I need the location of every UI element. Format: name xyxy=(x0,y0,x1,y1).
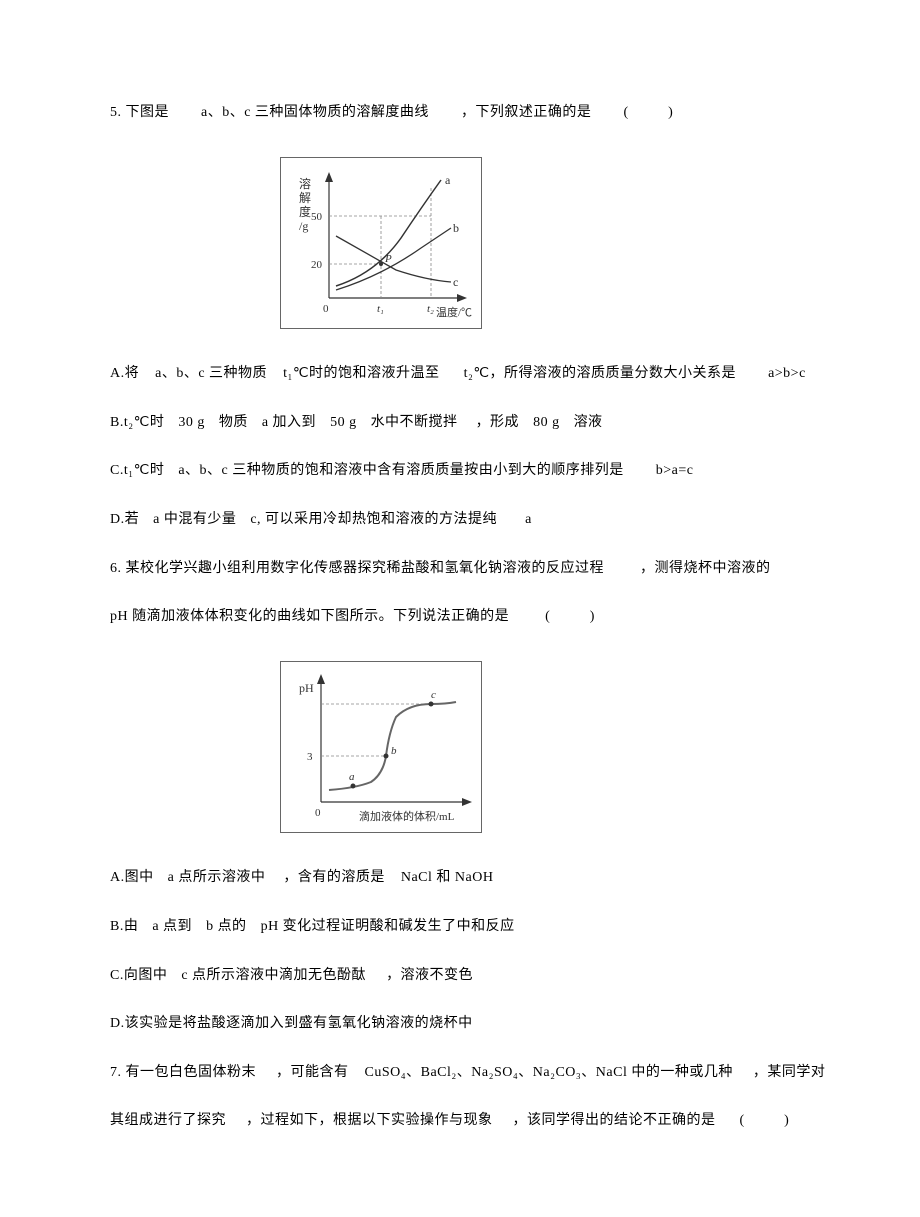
q6-ph-chart: pH 3 0 滴加液体的体积/mL a b c xyxy=(280,661,482,833)
exam-page: 5. 下图是 a、b、c 三种固体物质的溶解度曲线 ，下列叙述正确的是 ( ) … xyxy=(0,0,920,1217)
q5-option-c: C.t₁℃时 a、b、c 三种物质的饱和溶液中含有溶质质量按由小到大的顺序排列是… xyxy=(110,458,810,485)
q6-option-b: B.由 a 点到 b 点的 pH 变化过程证明酸和碱发生了中和反应 xyxy=(110,914,810,941)
svg-text:3: 3 xyxy=(307,751,313,763)
svg-text:c: c xyxy=(453,275,458,289)
answer-blank: ( ) xyxy=(545,609,598,624)
svg-text:b: b xyxy=(391,745,397,757)
svg-text:b: b xyxy=(453,221,459,235)
svg-text:pH: pH xyxy=(299,681,314,695)
svg-text:温度/℃: 温度/℃ xyxy=(436,305,472,319)
svg-text:20: 20 xyxy=(311,259,323,271)
q5-solubility-chart: 溶 解 度 /g 50 20 0 t₁ t₂ 温度/℃ a b c xyxy=(280,157,482,329)
svg-text:t₁: t₁ xyxy=(377,303,384,315)
q6-stem-line2: pH 随滴加液体体积变化的曲线如下图所示。下列说法正确的是 ( ) xyxy=(110,604,810,631)
svg-text:滴加液体的体积/mL: 滴加液体的体积/mL xyxy=(359,809,455,823)
q6-option-d: D.该实验是将盐酸逐滴加入到盛有氢氧化钠溶液的烧杯中 xyxy=(110,1011,810,1038)
q5-option-b: B.t₂℃时 30 g 物质 a 加入到 50 g 水中不断搅拌 ，形成 80 … xyxy=(110,410,810,437)
q5-stem: 5. 下图是 a、b、c 三种固体物质的溶解度曲线 ，下列叙述正确的是 ( ) xyxy=(110,100,810,127)
q6-option-a: A.图中 a 点所示溶液中 ，含有的溶质是 NaCl 和 NaOH xyxy=(110,865,810,892)
q5-option-d: D.若 a 中混有少量 c, 可以采用冷却热饱和溶液的方法提纯 a xyxy=(110,507,810,534)
svg-text:50: 50 xyxy=(311,211,323,223)
svg-text:P: P xyxy=(384,253,392,265)
svg-text:a: a xyxy=(349,771,355,783)
svg-text:/g: /g xyxy=(299,219,308,233)
text: 5. 下图是 xyxy=(110,105,169,120)
svg-text:度: 度 xyxy=(299,204,311,219)
ylabel: 溶 xyxy=(299,176,311,191)
svg-text:解: 解 xyxy=(299,191,311,205)
q6-option-c: C.向图中 c 点所示溶液中滴加无色酚酞 ，溶液不变色 xyxy=(110,963,810,990)
svg-text:0: 0 xyxy=(315,807,321,819)
answer-blank: ( ) xyxy=(740,1113,793,1128)
text: ，下列叙述正确的是 xyxy=(461,105,592,120)
answer-blank: ( ) xyxy=(623,105,676,120)
q6-stem-line1: 6. 某校化学兴趣小组利用数字化传感器探究稀盐酸和氢氧化钠溶液的反应过程 ，测得… xyxy=(110,556,810,583)
svg-text:a: a xyxy=(445,173,451,187)
q7-line1: 7. 有一包白色固体粉末 ，可能含有 CuSO₄、BaCl₂、Na₂SO₄、Na… xyxy=(110,1060,810,1087)
q5-option-a: A.将 a、b、c 三种物质 t₁℃时的饱和溶液升温至 t₂℃，所得溶液的溶质质… xyxy=(110,361,810,388)
svg-text:0: 0 xyxy=(323,303,329,315)
svg-text:c: c xyxy=(431,689,436,701)
svg-text:t₂: t₂ xyxy=(427,303,434,315)
text: a、b、c 三种固体物质的溶解度曲线 xyxy=(201,105,429,120)
q7-line2: 其组成进行了探究 ，过程如下，根据以下实验操作与现象 ，该同学得出的结论不正确的… xyxy=(110,1108,810,1135)
